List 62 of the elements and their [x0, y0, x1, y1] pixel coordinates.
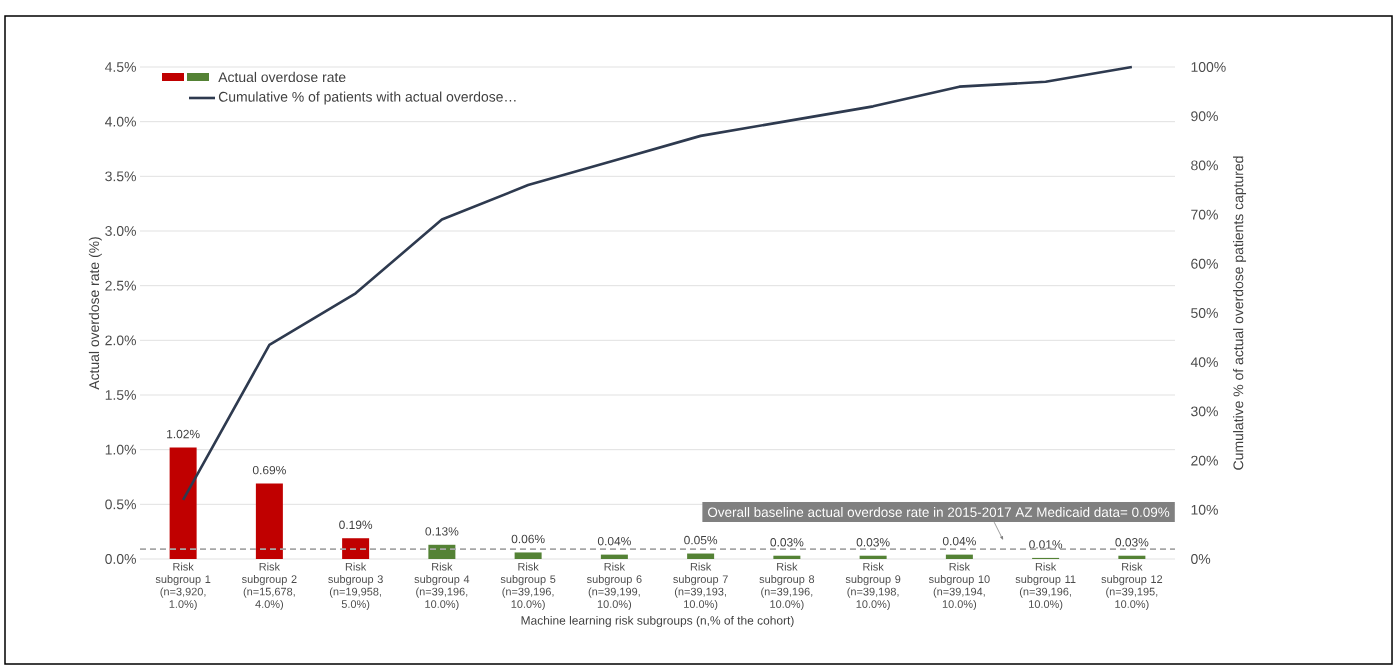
- x-tick-label: Risk subgroup 3 (n=19,958, 5.0%): [328, 562, 383, 611]
- y2-tick-label: 100%: [1191, 62, 1226, 72]
- bar: [687, 553, 715, 559]
- data-label: 0.19%: [339, 520, 373, 530]
- y2-tick-label: 30%: [1191, 406, 1218, 417]
- data-label: 0.03%: [856, 538, 890, 547]
- bar: [514, 552, 542, 559]
- y-tick-label: 0.0%: [105, 554, 136, 564]
- ref-line-label: Overall baseline actual overdose rate in 2015-2017 AZ Medicaid data= 0.09%: [708, 507, 1170, 517]
- y-tick-label: 2.0%: [105, 335, 136, 346]
- data-label: 1.02%: [167, 429, 200, 439]
- y-tick-label: 4.5%: [105, 62, 136, 72]
- data-label: 0.06%: [511, 534, 545, 544]
- y-tick-label: 4.0%: [105, 116, 136, 127]
- x-tick-label: Risk subgroup 7 (n=39,193, 10.0%): [673, 562, 728, 611]
- y2-tick-label: 70%: [1191, 209, 1218, 220]
- data-label: 0.01%: [1029, 540, 1063, 549]
- data-label: 0.13%: [425, 527, 459, 536]
- x-tick-label: Risk subgroup 12 (n=39,195, 10.0%): [1101, 562, 1163, 611]
- bar: [773, 555, 801, 559]
- data-label: 0.69%: [252, 465, 286, 475]
- legend-label: Cumulative % of patients with actual overdose…: [218, 91, 516, 105]
- x-tick-label: Risk subgroup 1 (n=3,920, 1.0%): [155, 562, 211, 611]
- bar: [859, 555, 887, 559]
- y2-axis-title: Cumulative % of actual overdose patients captured: [1233, 156, 1247, 470]
- data-label: 0.03%: [770, 538, 804, 547]
- y-tick-label: 1.0%: [105, 444, 136, 455]
- y-tick-label: 2.5%: [105, 280, 136, 291]
- data-label: 0.03%: [1115, 538, 1149, 547]
- bar: [945, 554, 973, 559]
- y-tick-label: 3.0%: [105, 226, 136, 236]
- x-tick-label: Risk subgroup 10 (n=39,194, 10.0%): [928, 562, 990, 611]
- x-tick-label: Risk subgroup 2 (n=15,678, 4.0%): [241, 562, 297, 611]
- bar: [1118, 555, 1146, 559]
- data-label: 0.04%: [597, 536, 631, 546]
- legend-label: Actual overdose rate: [218, 71, 346, 83]
- x-tick-label: Risk subgroup 5 (n=39,196, 10.0%): [500, 562, 556, 611]
- data-label: 0.05%: [684, 535, 718, 545]
- y2-tick-label: 90%: [1191, 111, 1218, 122]
- bar: [255, 483, 283, 559]
- x-tick-label: Risk subgroup 4 (n=39,196, 10.0%): [414, 562, 470, 611]
- x-tick-label: Risk subgroup 8 (n=39,196, 10.0%): [759, 562, 815, 611]
- y-tick-label: 0.5%: [105, 499, 136, 510]
- x-tick-label: Risk subgroup 6 (n=39,199, 10.0%): [586, 562, 642, 611]
- y2-tick-label: 10%: [1191, 504, 1218, 515]
- bar: [600, 554, 628, 559]
- bar: [342, 538, 370, 559]
- y2-tick-label: 50%: [1191, 308, 1218, 318]
- y2-tick-label: 80%: [1191, 160, 1218, 171]
- y-tick-label: 3.5%: [105, 171, 136, 182]
- y-axis-title: Actual overdose rate (%): [88, 237, 102, 390]
- x-tick-label: Risk subgroup 11 (n=39,196, 10.0%): [1015, 562, 1076, 611]
- x-tick-label: Risk subgroup 9 (n=39,198, 10.0%): [845, 562, 901, 611]
- bar: [428, 544, 456, 559]
- x-axis-title: Machine learning risk subgroups (n,% of the cohort): [521, 615, 794, 628]
- y2-tick-label: 0%: [1191, 554, 1211, 564]
- y2-tick-label: 20%: [1191, 455, 1218, 466]
- bar: [169, 447, 197, 559]
- y-tick-label: 1.5%: [105, 390, 136, 400]
- y2-tick-label: 40%: [1190, 357, 1218, 368]
- data-label: 0.04%: [942, 536, 976, 546]
- y2-tick-label: 60%: [1191, 258, 1218, 269]
